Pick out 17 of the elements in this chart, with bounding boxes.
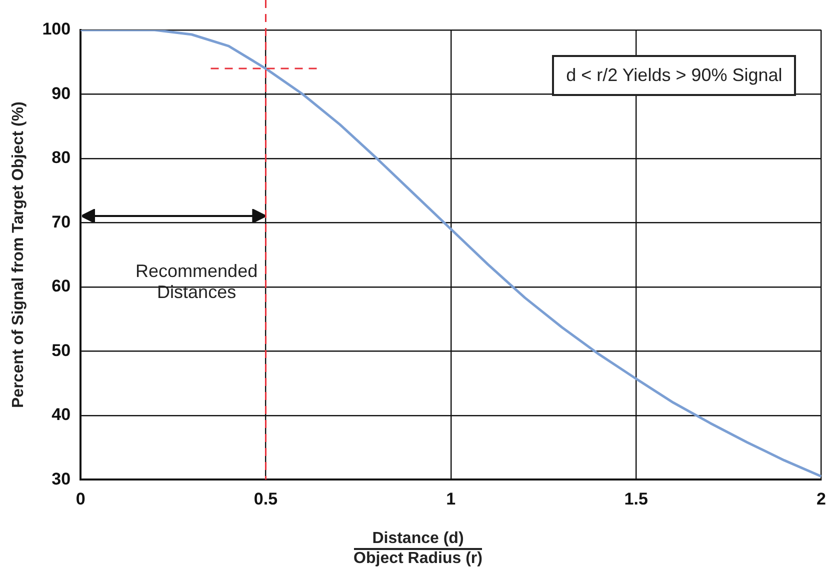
x-tick-label: 0 (76, 489, 86, 508)
y-tick-label: 70 (52, 212, 71, 232)
y-tick-label: 30 (52, 469, 71, 488)
y-tick-label: 40 (52, 405, 71, 424)
y-tick-label: 60 (52, 276, 71, 296)
x-tick-label: 2 (816, 489, 826, 508)
annotation: d < r/2 Yields > 90% Signal (552, 55, 796, 96)
x-tick-label: 1 (446, 489, 456, 508)
y-tick-label: 80 (52, 148, 71, 168)
y-tick-label: 50 (52, 340, 71, 360)
x-tick-label: 0.5 (254, 489, 278, 508)
y-tick-label: 90 (52, 84, 71, 103)
x-tick-label: 1.5 (624, 489, 648, 508)
annotation: Recommended Distances (134, 260, 259, 304)
x-axis-title: Distance (d) Object Radius (r) (354, 530, 482, 568)
y-tick-label: 100 (42, 20, 71, 39)
y-axis-title: Percent of Signal from Target Object (%) (10, 102, 28, 408)
